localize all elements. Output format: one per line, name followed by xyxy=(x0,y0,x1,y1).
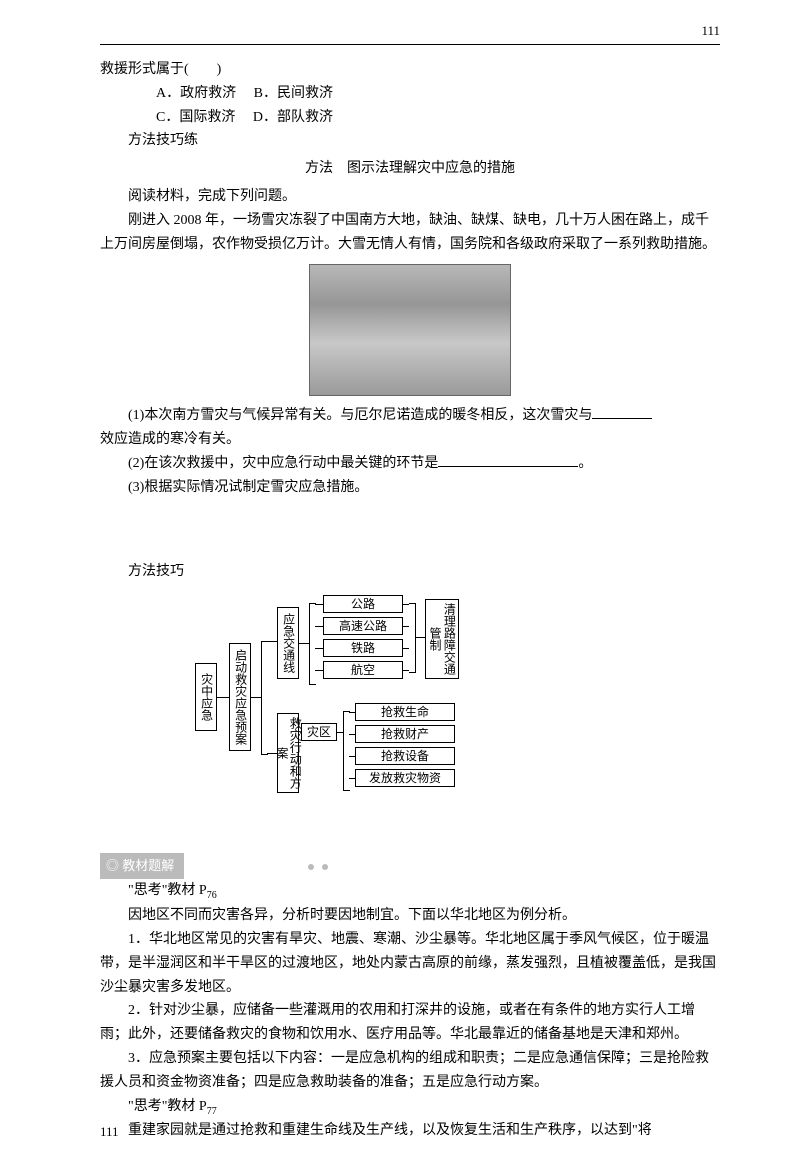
option-a: A．政府救济 xyxy=(156,86,236,101)
method-title: 方法技巧练 xyxy=(100,129,720,153)
diagram-b-item-2: 抢救设备 xyxy=(355,747,455,765)
diagram-root: 灾中应急 xyxy=(195,663,217,731)
connector xyxy=(349,778,355,779)
answer-intro: 因地区不同而灾害各异，分析时要因地制宜。下面以华北地区为例分析。 xyxy=(100,904,720,928)
diagram-b-item-3: 发放救灾物资 xyxy=(355,769,455,787)
section-dots xyxy=(308,855,336,879)
diagram-a-right: 清理路障交通管制 xyxy=(425,599,459,679)
connector xyxy=(315,604,323,605)
diagram-a-item-2: 铁路 xyxy=(323,639,403,657)
diagram-branch-a: 应急交通线 xyxy=(277,607,299,679)
diagram-a-item-1: 高速公路 xyxy=(323,617,403,635)
connector xyxy=(315,648,323,649)
connector xyxy=(415,637,425,638)
bracket xyxy=(409,603,416,673)
page-number-bottom: 111 xyxy=(100,1121,119,1143)
snow-disaster-photo xyxy=(309,264,511,396)
sub-question-1: (1)本次南方雪灾与气候异常有关。与厄尔尼诺造成的暖冬相反，这次雪灾与 xyxy=(100,404,720,428)
diagram-branch-b: 救灾行动和方案 xyxy=(277,713,299,793)
reading-passage: 刚进入 2008 年，一场雪灾冻裂了中国南方大地，缺油、缺煤、缺电，几十万人困在… xyxy=(100,209,720,257)
connector xyxy=(349,712,355,713)
method-tip-label: 方法技巧 xyxy=(100,560,720,584)
option-c: C．国际救济 xyxy=(156,110,235,125)
answer-2: 2．针对沙尘暴，应储备一些灌溉用的农用和打深井的设施，或者在有条件的地方实行人工… xyxy=(100,999,720,1047)
connector xyxy=(315,670,323,671)
connector xyxy=(267,641,277,642)
diagram-b-item-0: 抢救生命 xyxy=(355,703,455,721)
sub-q1-text-a: (1)本次南方雪灾与气候异常有关。与厄尔尼诺造成的暖冬相反，这次雪灾与 xyxy=(128,408,592,423)
bracket xyxy=(309,603,316,685)
option-b: B．民间救济 xyxy=(254,86,333,101)
connector xyxy=(349,756,355,757)
connector xyxy=(217,697,229,698)
blank-1 xyxy=(592,418,652,419)
bracket xyxy=(261,641,268,755)
emergency-response-diagram: 灾中应急 启动救灾应急预案 应急交通线 救灾行动和方案 灾区 公路 高速公路 铁… xyxy=(195,593,625,793)
think-ref-2-page: 77 xyxy=(207,1105,217,1116)
answer-rebuild: 重建家园就是通过抢救和重建生命线及生产线，以及恢复生活和生产秩序，以达到"将 xyxy=(100,1119,720,1143)
sub-q2-text: (2)在该次救援中，灾中应急行动中最关键的环节是 xyxy=(128,456,438,471)
sub-question-2: (2)在该次救援中，灾中应急行动中最关键的环节是 。 xyxy=(100,452,720,476)
diagram-mid: 启动救灾应急预案 xyxy=(229,643,251,751)
connector xyxy=(403,604,409,605)
options-row-1: A．政府救济 B．民间救济 xyxy=(156,82,720,106)
connector xyxy=(349,734,355,735)
connector xyxy=(403,648,409,649)
sub-q1-text-b: 效应造成的寒冷有关。 xyxy=(100,428,720,452)
option-d: D．部队救济 xyxy=(253,110,333,125)
connector xyxy=(315,626,323,627)
method-subtitle: 方法 图示法理解灾中应急的措施 xyxy=(100,157,720,181)
section-header-row: ◎ 教材题解 xyxy=(100,813,720,879)
think-ref-2-text: "思考"教材 P xyxy=(128,1099,207,1114)
connector xyxy=(299,643,309,644)
options-row-2: C．国际救济 D．部队救济 xyxy=(156,106,720,130)
question-stem: 救援形式属于( ) xyxy=(100,58,720,82)
document-body: 救援形式属于( ) A．政府救济 B．民间救济 C．国际救济 D．部队救济 方法… xyxy=(100,58,720,1143)
think-ref-1-page: 76 xyxy=(207,890,217,901)
reading-prompt: 阅读材料，完成下列问题。 xyxy=(100,185,720,209)
sub-question-3: (3)根据实际情况试制定雪灾应急措施。 xyxy=(100,476,720,500)
think-ref-2: "思考"教材 P77 xyxy=(100,1095,720,1120)
diagram-a-item-0: 公路 xyxy=(323,595,403,613)
diagram-branch-b-tag: 灾区 xyxy=(301,723,337,741)
bracket xyxy=(343,711,350,791)
answer-1: 1．华北地区常见的灾害有旱灾、地震、寒潮、沙尘暴等。华北地区属于季风气候区，位于… xyxy=(100,928,720,999)
sub-q2-end: 。 xyxy=(578,456,592,471)
page-number-top: 111 xyxy=(100,20,720,45)
blank-2 xyxy=(438,466,578,467)
connector xyxy=(403,670,409,671)
answer-3: 3．应急预案主要包括以下内容：一是应急机构的组成和职责；二是应急通信保障；三是抢… xyxy=(100,1047,720,1095)
diagram-a-item-3: 航空 xyxy=(323,661,403,679)
section-header: ◎ 教材题解 xyxy=(100,853,184,879)
think-ref-1: "思考"教材 P76 xyxy=(100,879,720,904)
diagram-b-item-1: 抢救财产 xyxy=(355,725,455,743)
connector xyxy=(403,626,409,627)
think-ref-1-text: "思考"教材 P xyxy=(128,883,207,898)
connector xyxy=(251,697,261,698)
